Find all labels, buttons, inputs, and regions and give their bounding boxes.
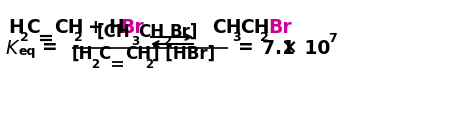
Text: ×: × xyxy=(281,38,297,57)
Text: 10: 10 xyxy=(298,38,330,57)
Text: [H: [H xyxy=(72,45,93,63)
Text: eq: eq xyxy=(19,45,36,58)
Text: CH: CH xyxy=(239,18,269,37)
Text: Br: Br xyxy=(120,18,143,37)
Text: 2: 2 xyxy=(20,31,29,44)
Text: [CH: [CH xyxy=(97,23,131,41)
Text: 2: 2 xyxy=(145,58,153,71)
Text: H: H xyxy=(8,18,24,37)
Text: =: = xyxy=(238,38,253,57)
Text: 2: 2 xyxy=(91,58,99,71)
Text: 7: 7 xyxy=(327,33,336,45)
Text: C: C xyxy=(98,45,110,63)
Text: 2: 2 xyxy=(74,31,82,44)
Text: C: C xyxy=(26,18,40,37)
Text: CH: CH xyxy=(125,45,151,63)
Text: 7.1: 7.1 xyxy=(262,38,301,57)
Text: $\it{K}$: $\it{K}$ xyxy=(5,38,20,57)
Text: CH: CH xyxy=(212,18,241,37)
Text: 2: 2 xyxy=(162,35,171,48)
Text: =: = xyxy=(42,38,58,57)
Text: 3: 3 xyxy=(232,31,240,44)
Text: ] [HBr]: ] [HBr] xyxy=(152,45,215,63)
Text: +: + xyxy=(88,18,104,37)
Text: H: H xyxy=(108,18,123,37)
Text: Br]: Br] xyxy=(170,23,198,41)
Text: 2: 2 xyxy=(259,31,268,44)
Text: Br: Br xyxy=(268,18,291,37)
Text: CH: CH xyxy=(138,23,164,41)
Text: 3: 3 xyxy=(131,35,139,48)
Text: CH: CH xyxy=(54,18,83,37)
